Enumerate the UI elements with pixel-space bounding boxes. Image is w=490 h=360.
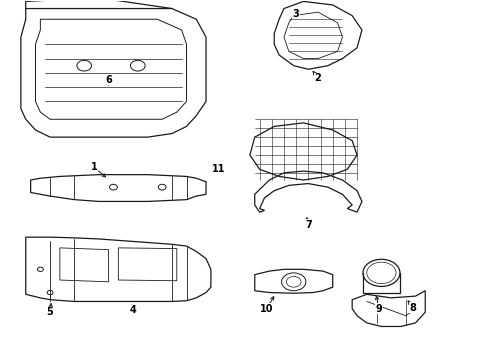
Text: 3: 3	[293, 9, 299, 19]
Text: 10: 10	[260, 303, 274, 314]
Text: 1: 1	[91, 162, 98, 172]
Text: 11: 11	[212, 164, 225, 174]
Text: 6: 6	[105, 75, 112, 85]
Text: 5: 5	[47, 307, 53, 317]
Text: 7: 7	[305, 220, 312, 230]
Text: 4: 4	[129, 305, 136, 315]
Text: 2: 2	[315, 73, 321, 83]
Text: 8: 8	[410, 302, 416, 312]
Text: 9: 9	[376, 303, 382, 314]
